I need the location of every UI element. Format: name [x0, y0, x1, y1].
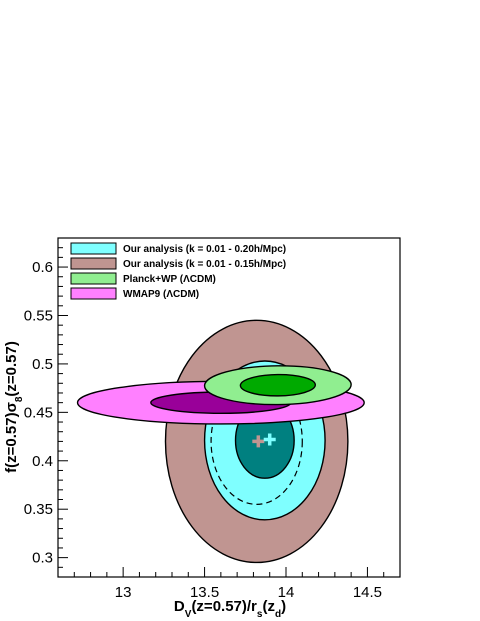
y-axis: 0.3 0.35 0.4 0.45 0.5 0.55 0.6 — [24, 247, 68, 568]
plot-frame — [57, 237, 401, 578]
y-tick-label: 0.55 — [24, 307, 53, 324]
y-tick-label: 0.35 — [24, 501, 53, 518]
y-tick-label: 0.3 — [32, 550, 53, 567]
y-axis-title: f(z=0.57)σ8(z=0.57) — [3, 341, 25, 473]
legend-swatch — [70, 242, 117, 255]
contour-1sigma-k015 — [210, 377, 303, 505]
x-axis-title: DV(z=0.57)/rs(zd) — [174, 598, 286, 620]
y-tick-label: 0.4 — [32, 453, 53, 470]
legend-label: Planck+WP (ΛCDM) — [123, 274, 216, 285]
legend-swatch — [70, 287, 117, 300]
legend: Our analysis (k = 0.01 - 0.20h/Mpc) Our a… — [70, 242, 286, 300]
x-tick-label: 13 — [115, 584, 132, 601]
x-tick-label: 14.5 — [353, 584, 382, 601]
legend-label: Our analysis (k = 0.01 - 0.15h/Mpc) — [123, 259, 286, 270]
contour-1sigma-planck — [239, 373, 317, 397]
legend-label: WMAP9 (ΛCDM) — [123, 289, 199, 300]
marker-layer — [252, 433, 276, 448]
best-fit-marker-2 — [263, 433, 276, 446]
x-tick-label: 14 — [278, 584, 295, 601]
best-fit-marker-1 — [252, 435, 265, 448]
legend-swatch — [70, 272, 117, 285]
y-tick-label: 0.6 — [32, 259, 53, 276]
y-tick-label: 0.5 — [32, 356, 53, 373]
legend-label: Our analysis (k = 0.01 - 0.20h/Mpc) — [123, 244, 286, 255]
x-tick-label: 13.5 — [190, 584, 219, 601]
y-tick-label: 0.45 — [24, 404, 53, 421]
x-axis: 13 13.5 14 14.5 — [73, 567, 385, 601]
legend-swatch — [70, 257, 117, 270]
